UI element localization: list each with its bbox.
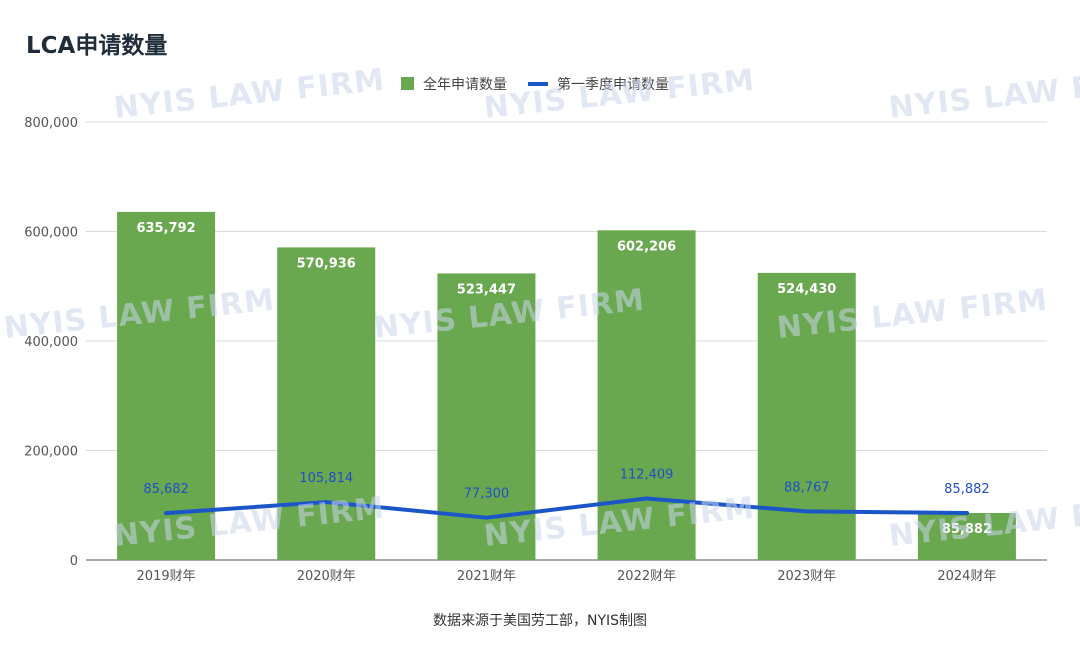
legend-label-line: 第一季度申请数量 [557, 76, 669, 93]
watermark-text: NYIS LAW FIRM [482, 63, 756, 126]
bar-value-label: 602,206 [617, 239, 676, 254]
line-series [164, 496, 969, 520]
x-tick-label: 2023财年 [777, 569, 836, 584]
bar [277, 247, 376, 560]
y-tick-label: 800,000 [24, 116, 78, 131]
data-labels: 635,792 570,936 523,447 602,206 524,430 85,88… [136, 221, 992, 537]
bar-value-label: 570,936 [297, 256, 356, 271]
y-tick-label: 0 [70, 554, 78, 569]
bar [597, 230, 696, 560]
y-tick-label: 400,000 [24, 335, 78, 350]
line-value-label: 85,682 [143, 482, 189, 497]
legend-label-bar: 全年申请数量 [423, 76, 507, 93]
line-point [804, 509, 809, 514]
bar [917, 512, 1016, 560]
watermark-text: NYIS LAW FIRM [887, 63, 1080, 126]
line-point [164, 511, 169, 516]
line-value-label: 77,300 [464, 487, 510, 502]
y-tick-label: 200,000 [24, 445, 78, 460]
x-tick-label: 2020财年 [297, 569, 356, 584]
bar-value-label: 524,430 [777, 282, 836, 297]
source-note: 数据来源于美国劳工部，NYIS制图 [432, 613, 648, 629]
y-axis: 0 200,000 400,000 600,000 800,000 [24, 116, 78, 569]
x-tick-label: 2022财年 [617, 569, 676, 584]
line-value-label: 85,882 [944, 482, 990, 497]
bar-value-label: 523,447 [457, 282, 516, 297]
line-point [964, 510, 969, 515]
bar [117, 211, 216, 561]
q1-series-line [164, 496, 969, 520]
legend: 全年申请数量 第一季度申请数量 [401, 76, 669, 93]
bar-value-label: 85,882 [942, 522, 992, 537]
line-point [644, 496, 649, 501]
line-point [324, 500, 329, 505]
x-tick-label: 2021财年 [457, 569, 516, 584]
line-value-label: 105,814 [299, 471, 353, 486]
watermark-text: NYIS LAW FIRM [112, 63, 386, 126]
legend-swatch-bar [401, 77, 414, 90]
x-axis: 2019财年 2020财年 2021财年 2022财年 2023财年 2024财年 [137, 569, 997, 584]
line-value-label: 88,767 [784, 480, 830, 495]
line-value-label: 112,409 [620, 467, 674, 482]
y-tick-label: 600,000 [24, 226, 78, 241]
chart-title: LCA申请数量 [26, 33, 168, 59]
x-tick-label: 2024财年 [937, 569, 996, 584]
line-point [484, 515, 489, 520]
bar-value-label: 635,792 [136, 221, 195, 236]
x-tick-label: 2019财年 [137, 569, 196, 584]
gridlines [86, 121, 1047, 561]
